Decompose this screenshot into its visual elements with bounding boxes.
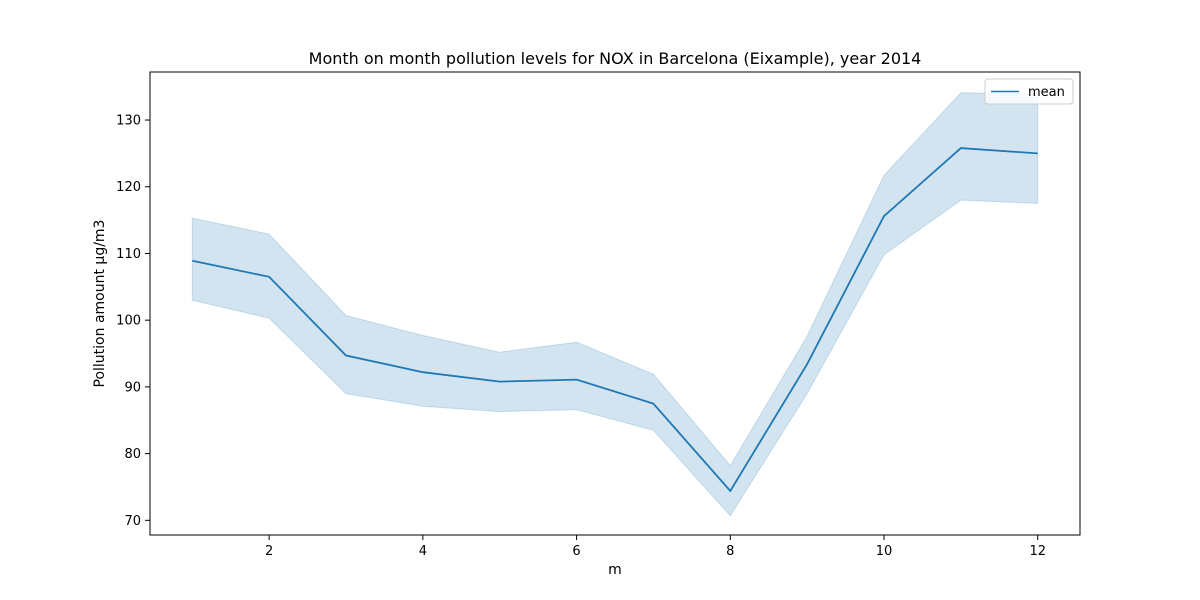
x-axis-ticks: 2 4 6 8 10 12: [265, 535, 1046, 559]
legend-label: mean: [1028, 85, 1065, 100]
x-tick-label: 6: [572, 544, 580, 559]
y-tick-label: 130: [116, 114, 141, 129]
y-axis-ticks: 70 80 90 100 110 120 130: [116, 114, 150, 529]
x-tick-label: 8: [726, 544, 734, 559]
x-tick-label: 2: [265, 544, 273, 559]
y-axis-label: Pollution amount µg/m3: [92, 220, 108, 388]
mean-line: [192, 147, 1038, 493]
y-tick-label: 110: [116, 247, 141, 262]
y-tick-label: 120: [116, 180, 141, 195]
x-axis-label: m: [608, 562, 622, 578]
confidence-band-group: [191, 92, 1039, 517]
y-tick-label: 90: [124, 380, 141, 395]
legend-box: [984, 78, 1074, 105]
plot-area: [149, 71, 1081, 536]
x-tick-label: 4: [419, 544, 427, 559]
legend: mean: [984, 78, 1074, 105]
chart-title: Month on month pollution levels for NOX …: [309, 49, 922, 68]
line-group: [192, 147, 1038, 493]
x-tick-label: 12: [1029, 544, 1046, 559]
y-tick-label: 70: [124, 514, 141, 529]
y-tick-label: 100: [116, 314, 141, 329]
confidence-band: [191, 92, 1039, 517]
x-tick-label: 10: [876, 544, 893, 559]
y-tick-label: 80: [124, 447, 141, 462]
